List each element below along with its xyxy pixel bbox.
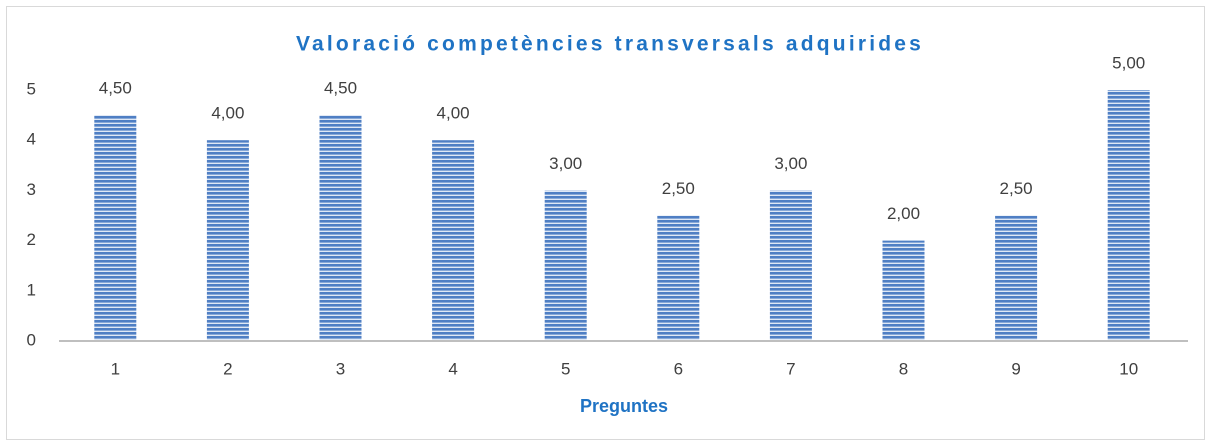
chart-title: Valoració competències transversals adqu… — [296, 33, 924, 56]
bar — [995, 215, 1038, 341]
data-label: 2,50 — [662, 179, 695, 198]
x-axis-label: Preguntes — [580, 396, 668, 416]
x-tick-label: 3 — [336, 359, 345, 378]
data-label: 4,00 — [211, 104, 244, 123]
data-label: 4,50 — [324, 79, 357, 98]
y-tick-label: 3 — [27, 180, 36, 199]
x-tick-label: 9 — [1011, 359, 1020, 378]
bar — [544, 190, 587, 341]
y-tick-label: 4 — [27, 130, 36, 149]
x-tick-label: 1 — [111, 359, 120, 378]
data-label: 2,00 — [887, 204, 920, 223]
bar — [206, 140, 249, 341]
x-tick-label: 8 — [899, 359, 908, 378]
bar — [94, 115, 137, 341]
x-tick-label: 7 — [786, 359, 795, 378]
bar — [319, 115, 362, 341]
y-tick-label: 2 — [27, 230, 36, 249]
x-tick-label: 6 — [674, 359, 683, 378]
bar — [432, 140, 475, 341]
data-label: 2,50 — [1000, 179, 1033, 198]
data-label: 3,00 — [774, 154, 807, 173]
y-tick-label: 5 — [27, 79, 36, 98]
x-tick-label: 10 — [1119, 359, 1138, 378]
x-tick-label: 5 — [561, 359, 570, 378]
data-label: 3,00 — [549, 154, 582, 173]
y-tick-label: 0 — [27, 330, 36, 349]
y-tick-label: 1 — [27, 280, 36, 299]
data-label: 4,50 — [99, 79, 132, 98]
bar — [657, 215, 700, 341]
data-label: 5,00 — [1112, 53, 1145, 72]
bar — [769, 190, 812, 341]
bar — [882, 240, 925, 341]
bar — [1107, 90, 1150, 341]
data-label: 4,00 — [437, 104, 470, 123]
x-tick-label: 4 — [448, 359, 457, 378]
x-tick-label: 2 — [223, 359, 232, 378]
